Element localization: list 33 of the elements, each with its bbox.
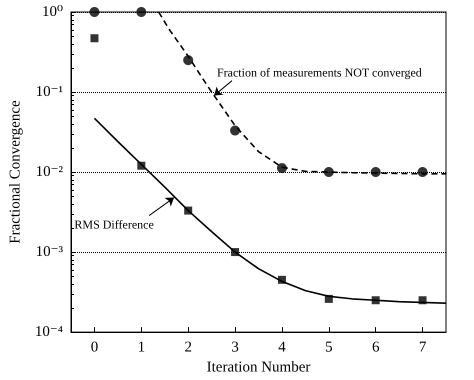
x-tick-label: 5: [325, 340, 333, 356]
point: [90, 34, 98, 42]
y-tick-label: 10⁰: [42, 4, 63, 20]
y-tick-label: 10⁻⁴: [34, 324, 63, 340]
annotation: Fraction of measurements NOT converged: [216, 66, 422, 80]
point: [276, 163, 287, 174]
point: [324, 294, 333, 303]
point: [230, 126, 240, 136]
point: [136, 7, 146, 17]
point: [137, 162, 146, 170]
point: [370, 167, 381, 178]
x-tick-label: 1: [138, 340, 146, 356]
point: [418, 167, 428, 178]
x-tick-label: 3: [231, 340, 239, 356]
x-tick-label: 4: [278, 340, 286, 356]
y-tick-label: 10⁻²: [36, 164, 64, 180]
point: [278, 276, 286, 284]
x-tick-label: 6: [372, 340, 380, 356]
x-tick-label: 2: [184, 340, 192, 356]
y-tick-label: 10⁻¹: [36, 84, 63, 100]
x-axis-title: Iteration Number: [206, 360, 310, 376]
annotation: RMS Difference: [74, 218, 154, 232]
point: [372, 296, 380, 304]
point: [184, 206, 192, 215]
point: [418, 296, 427, 304]
point: [231, 248, 240, 256]
y-axis-title: Fractional Convergence: [8, 100, 24, 244]
point: [183, 55, 194, 66]
point: [89, 7, 100, 17]
x-tick-label: 7: [418, 340, 427, 356]
y-tick-label: 10⁻³: [36, 244, 64, 260]
point: [324, 167, 334, 178]
x-tick-label: 0: [90, 340, 98, 356]
